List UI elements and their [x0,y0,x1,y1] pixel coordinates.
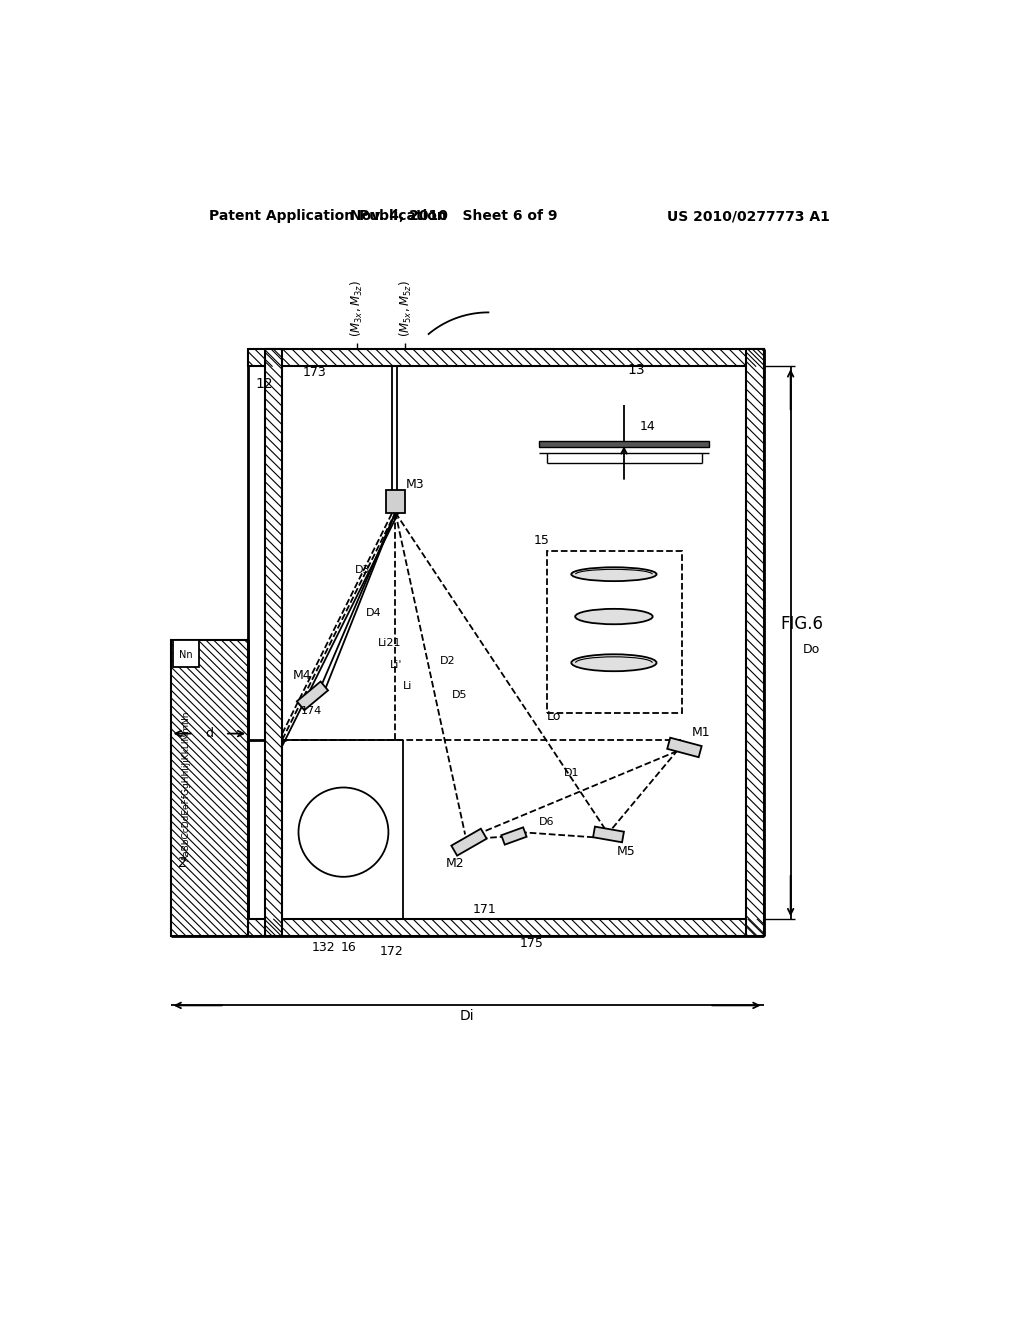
Text: D5: D5 [452,690,467,700]
Polygon shape [668,738,701,758]
Bar [539,441,710,447]
Text: D3: D3 [355,565,371,576]
Bar [386,490,404,512]
Bar [746,350,764,936]
Text: 16: 16 [341,941,357,954]
Text: 175: 175 [519,937,544,950]
Text: FIG.6: FIG.6 [780,615,823,634]
Text: 173: 173 [302,366,326,379]
Polygon shape [593,826,624,842]
Polygon shape [502,828,526,845]
Text: Li': Li' [390,660,402,671]
Bar [248,919,764,936]
Ellipse shape [571,655,656,671]
Text: 14: 14 [640,420,655,433]
Text: Di: Di [460,1010,474,1023]
Ellipse shape [575,609,652,624]
Text: 12: 12 [256,378,273,391]
Text: 171: 171 [473,903,497,916]
Text: M5: M5 [616,845,635,858]
Text: 15: 15 [534,533,549,546]
Text: D2: D2 [439,656,456,667]
Text: $(M_{3x},M_{3z})$: $(M_{3x},M_{3z})$ [348,280,365,337]
Text: Patent Application Publication: Patent Application Publication [209,209,447,223]
Text: M3: M3 [406,478,424,491]
Polygon shape [452,829,486,855]
Polygon shape [297,681,328,710]
Text: Nn: Nn [179,649,193,660]
Bar [547,552,682,713]
Text: D4: D4 [366,607,382,618]
Bar [171,640,248,936]
Text: Do: Do [803,643,820,656]
Bar [248,350,764,367]
Text: 2: 2 [178,855,186,870]
Text: US 2010/0277773 A1: US 2010/0277773 A1 [667,209,829,223]
Bar [265,350,283,936]
Text: M4: M4 [292,669,311,682]
Text: 13: 13 [628,363,645,378]
Text: d: d [206,727,213,741]
Text: D6: D6 [539,817,554,828]
Text: AaBbCcDdEeFfGgHhIiJjKkLlMmNn: AaBbCcDdEeFfGgHhIiJjKkLlMmNn [181,710,190,861]
Text: Nov. 4, 2010   Sheet 6 of 9: Nov. 4, 2010 Sheet 6 of 9 [350,209,557,223]
Text: M1: M1 [692,726,711,739]
Ellipse shape [571,568,656,581]
Text: 132: 132 [311,941,335,954]
Text: Li: Li [403,681,413,690]
Text: D1: D1 [564,768,580,777]
Text: 172: 172 [380,945,403,958]
Text: $(M_{5x},M_{5z})$: $(M_{5x},M_{5z})$ [397,280,414,337]
Text: Lo: Lo [547,710,561,723]
Text: M2: M2 [445,857,464,870]
Text: 174: 174 [301,706,323,717]
Text: Li21: Li21 [378,639,401,648]
Bar [173,640,200,667]
